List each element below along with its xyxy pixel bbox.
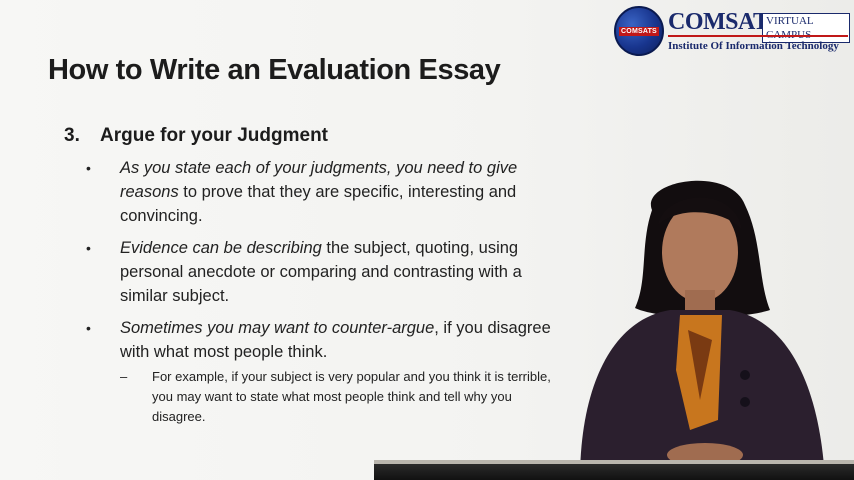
desk-edge bbox=[374, 460, 854, 465]
bullet-item: • Sometimes you may want to counter-argu… bbox=[86, 316, 556, 427]
desk bbox=[374, 464, 854, 480]
bullet-marker: • bbox=[86, 240, 91, 256]
bullet-text: , if you disagree with what most people … bbox=[120, 319, 551, 361]
section-heading: 3. Argue for your Judgment bbox=[64, 125, 328, 147]
slide-title: How to Write an Evaluation Essay bbox=[48, 54, 501, 86]
logo-subtitle: Institute Of Information Technology bbox=[668, 40, 839, 52]
bullet-italic-text: Sometimes you may want to counter-argue bbox=[120, 319, 435, 337]
logo-divider bbox=[668, 35, 848, 37]
bullet-marker: • bbox=[86, 160, 91, 176]
bullet-item: • Evidence can be describing the subject… bbox=[86, 236, 556, 308]
bullet-italic-text: As you state each of your judgments, you… bbox=[120, 159, 518, 201]
bullet-marker: • bbox=[86, 320, 91, 336]
bullet-text: to prove that they are specific, interes… bbox=[120, 183, 517, 225]
presenter-hair-front bbox=[658, 197, 742, 230]
presenter-video bbox=[580, 180, 825, 480]
sub-bullet-item: – For example, if your subject is very p… bbox=[120, 367, 556, 427]
bullet-text: the subject, quoting, using personal ane… bbox=[120, 239, 522, 305]
comsats-logo: COMSATS COMSATS VIRTUAL CAMPUS Institute… bbox=[614, 4, 850, 58]
presenter-face bbox=[662, 202, 738, 302]
sub-bullet-marker: – bbox=[120, 369, 128, 384]
comsats-emblem-icon: COMSATS bbox=[614, 6, 664, 56]
bullet-italic-text: Evidence can be describing bbox=[120, 239, 322, 257]
bullet-list: • As you state each of your judgments, y… bbox=[86, 156, 556, 435]
emblem-text: COMSATS bbox=[619, 26, 659, 36]
section-heading-text: Argue for your Judgment bbox=[100, 125, 329, 146]
virtual-campus-badge: VIRTUAL CAMPUS bbox=[762, 13, 850, 43]
bullet-item: • As you state each of your judgments, y… bbox=[86, 156, 556, 228]
sub-bullet-text: For example, if your subject is very pop… bbox=[152, 369, 551, 424]
section-number: 3. bbox=[64, 125, 80, 146]
